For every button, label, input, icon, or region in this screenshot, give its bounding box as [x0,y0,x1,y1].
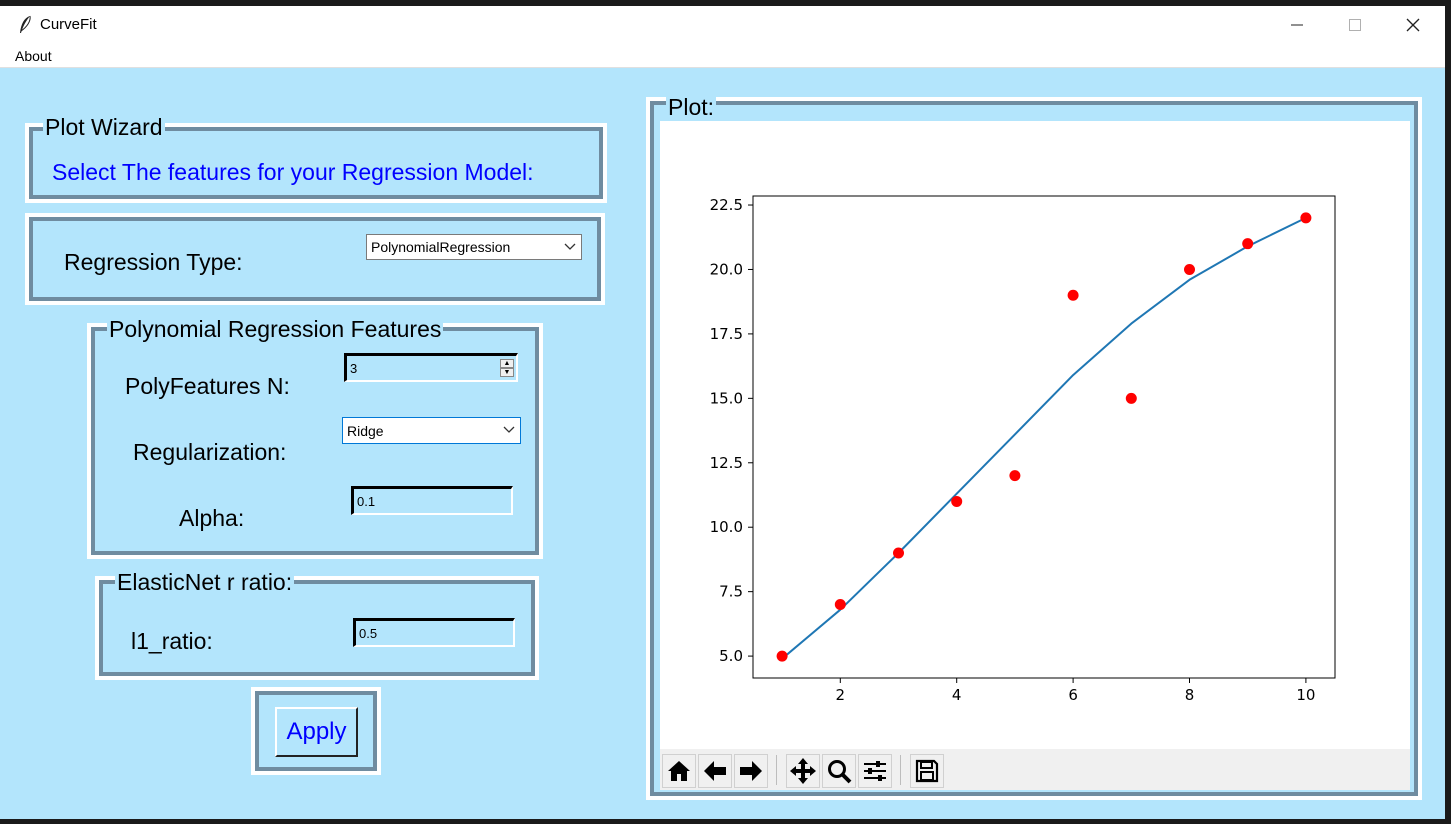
feather-icon [20,15,31,33]
fit-curve-line [781,217,1307,660]
y-tick-label: 5.0 [719,647,743,665]
configure-subplots-icon [864,761,886,781]
window-title: CurveFit [40,16,97,33]
plot-legend: Plot: [666,94,717,120]
chevron-down-icon [564,243,576,250]
regression-type-label: Regression Type: [64,249,243,275]
close-button[interactable] [1384,6,1442,44]
x-tick-label: 10 [1296,686,1315,704]
regression-type-value: PolynomialRegression [371,239,511,255]
x-tick-label: 6 [1068,686,1078,704]
y-tick-label: 10.0 [710,518,743,536]
regression-chart: 2 4 6 8 10 5.0 7.5 10.0 12.5 15.0 17.5 20.0 22.5 [710,195,1336,704]
toolbar-separator [900,755,901,785]
plot-wizard-legend: Plot Wizard [43,114,165,140]
x-tick-label: 2 [836,686,846,704]
spin-up-icon[interactable]: ▲ [500,359,514,368]
data-point [893,547,904,559]
forward-button[interactable] [734,754,768,788]
alpha-input[interactable]: 0.1 [351,486,513,515]
data-point [1009,470,1021,482]
wizard-subtitle: Select The features for your Regression … [52,159,534,185]
alpha-value: 0.1 [357,493,376,509]
back-arrow-icon [704,761,726,781]
polynomial-features-frame: Polynomial Regression Features PolyFeatu… [87,317,543,559]
plot-canvas[interactable]: 2 4 6 8 10 5.0 7.5 10.0 12.5 15.0 17.5 20.0 22.5 [660,121,1410,749]
minimize-button[interactable] [1268,6,1326,44]
y-tick-label: 20.0 [710,260,743,278]
data-point [776,650,788,662]
l1-ratio-value: 0.5 [359,625,378,641]
configure-subplots-button[interactable] [858,754,892,788]
maximize-icon [1349,19,1361,31]
l1-ratio-label: l1_ratio: [131,628,213,654]
y-tick-label: 12.5 [710,454,743,472]
y-tick-label: 17.5 [710,325,743,343]
pan-button[interactable] [786,754,820,788]
x-tick-label: 8 [1185,686,1195,704]
toolbar-separator [776,755,777,785]
data-point [1184,263,1195,275]
save-icon [915,759,939,783]
data-point [951,495,963,507]
save-button[interactable] [910,754,944,788]
alpha-label: Alpha: [179,505,245,531]
back-button[interactable] [698,754,732,788]
regularization-label: Regularization: [133,439,287,465]
apply-frame: Apply [251,687,381,775]
poly-n-spinbox[interactable]: 3 ▲ ▼ [344,353,518,382]
l1-ratio-input[interactable]: 0.5 [353,618,515,647]
plot-axes-box [752,195,1336,679]
y-tick-label: 22.5 [710,196,743,214]
forward-arrow-icon [740,761,762,781]
elasticnet-frame: ElasticNet r ratio: l1_ratio: 0.5 [95,570,539,680]
apply-button[interactable]: Apply [275,707,358,757]
y-tick-label: 15.0 [710,389,743,407]
zoom-icon [828,760,852,784]
x-tick-label: 4 [952,686,962,704]
polynomial-features-legend: Polynomial Regression Features [107,316,444,342]
home-icon [668,761,690,781]
data-point [1242,238,1254,250]
plot-frame: Plot: 2 4 6 8 10 5.0 7.5 10.0 12.5 15.0 17.5 20.0 22… [646,95,1422,800]
home-button[interactable] [662,754,696,788]
data-point [1300,212,1312,224]
spin-controls: ▲ ▼ [500,356,514,380]
title-bar: CurveFit [0,6,1445,44]
menu-about[interactable]: About [15,48,52,64]
regression-type-select[interactable]: PolynomialRegression [366,234,582,260]
poly-n-value: 3 [350,360,358,376]
maximize-button[interactable] [1326,6,1384,44]
app-window: CurveFit About Plot Wizard Select The fe… [0,6,1445,819]
zoom-button[interactable] [822,754,856,788]
plot-wizard-frame: Plot Wizard Select The features for your… [25,115,607,203]
data-point [1125,392,1137,404]
chevron-down-icon [503,426,515,433]
data-point [834,599,846,611]
pan-icon [790,758,816,784]
close-icon [1406,18,1420,32]
elasticnet-legend: ElasticNet r ratio: [115,569,295,595]
y-tick-label: 7.5 [719,583,743,601]
poly-n-label: PolyFeatures N: [125,373,290,399]
plot-toolbar [660,749,1410,790]
data-point [1067,289,1079,301]
spin-down-icon[interactable]: ▼ [500,368,514,377]
menu-bar: About [0,44,1445,68]
regression-type-frame: Regression Type: PolynomialRegression [25,213,605,305]
regularization-select[interactable]: Ridge [342,417,521,444]
minimize-icon [1291,24,1303,26]
main-content: Plot Wizard Select The features for your… [0,68,1445,819]
regularization-value: Ridge [347,422,384,439]
